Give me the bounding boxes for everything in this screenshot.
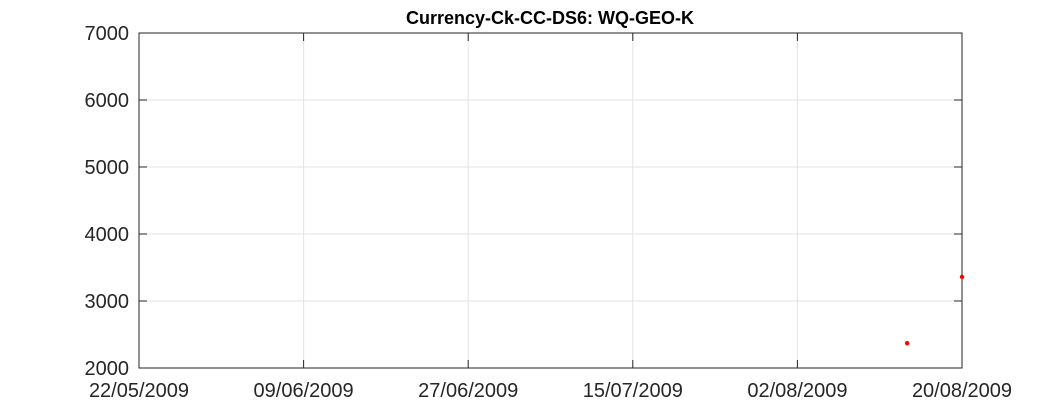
- y-tick-label: 6000: [85, 90, 130, 112]
- y-tick-label: 2000: [85, 358, 130, 380]
- data-point: [904, 341, 910, 346]
- grid: [139, 33, 962, 368]
- x-tick-label: 02/08/2009: [747, 380, 847, 402]
- plot-frame: [138, 32, 963, 369]
- y-tick-label: 3000: [85, 291, 130, 313]
- axis-ticks: 2000 3000 4000 5000 6000 7000 22/05/2009 09/06/…: [85, 23, 1013, 402]
- y-tick-label: 7000: [85, 23, 130, 45]
- y-tick-label: 4000: [85, 224, 130, 246]
- x-tick-label: 22/05/2009: [89, 380, 189, 402]
- x-tick-label: 09/06/2009: [254, 380, 354, 402]
- data-points: [904, 274, 965, 346]
- data-point: [959, 274, 965, 280]
- x-tick-label: 15/07/2009: [583, 380, 683, 402]
- x-tick-label: 20/08/2009: [912, 380, 1012, 402]
- chart-title: Currency-Ck-CC-DS6: WQ-GEO-K: [406, 8, 694, 28]
- y-tick-label: 5000: [85, 157, 130, 179]
- x-tick-label: 27/06/2009: [418, 380, 518, 402]
